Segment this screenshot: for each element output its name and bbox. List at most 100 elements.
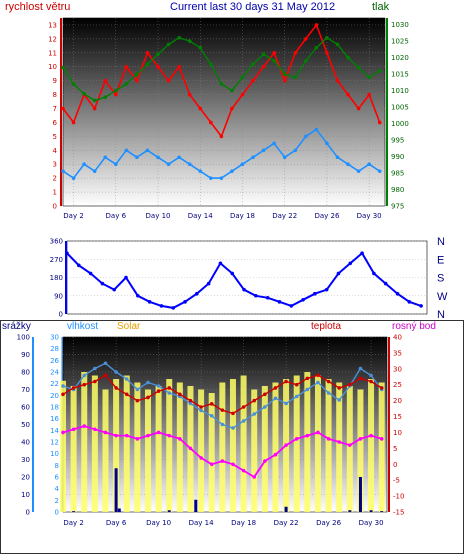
wind-tick-label: 5 xyxy=(53,133,57,141)
data-point-pressure-22 xyxy=(293,75,298,80)
data-point-dewpoint-16 xyxy=(231,462,235,467)
pressure-tick-label: 1015 xyxy=(391,71,409,79)
solar-bar-1 xyxy=(70,386,77,512)
data-point-wind-8 xyxy=(145,148,150,153)
data-point-humidity-17 xyxy=(241,419,246,423)
data-point-gust-6 xyxy=(124,64,129,69)
data-point-wind-5 xyxy=(113,162,118,167)
data-point-gust-4 xyxy=(103,78,108,83)
data-point-direction-14 xyxy=(230,271,235,276)
solar-bar-11 xyxy=(176,382,183,512)
x-tick-label: Day 6 xyxy=(106,212,127,220)
data-point-wind-26 xyxy=(335,155,340,160)
data-point-temperature-5 xyxy=(114,386,118,390)
humidity-tick-label: 4 xyxy=(55,485,60,493)
data-point-dewpoint-17 xyxy=(241,468,246,473)
rain-tick-label: 100 xyxy=(17,334,30,342)
data-point-humidity-20 xyxy=(273,396,278,401)
data-point-wind-23 xyxy=(304,134,308,139)
data-point-dewpoint-22 xyxy=(294,437,299,441)
data-point-direction-0 xyxy=(65,251,69,255)
solar-bar-18 xyxy=(251,389,258,512)
pressure-tick-label: 995 xyxy=(391,137,404,145)
data-point-dewpoint-21 xyxy=(284,443,288,447)
data-point-wind-28 xyxy=(356,169,361,173)
rain-bar-1 xyxy=(114,468,118,512)
pressure-tick-label: 1005 xyxy=(391,104,409,112)
data-point-dewpoint-23 xyxy=(305,433,310,438)
data-point-pressure-20 xyxy=(272,59,276,63)
humidity-tick-label: 18 xyxy=(50,404,59,412)
solar-bar-9 xyxy=(155,386,162,512)
solar-bar-24 xyxy=(314,375,321,512)
data-point-pressure-0 xyxy=(61,65,65,70)
data-point-gust-5 xyxy=(113,92,118,97)
data-point-direction-2 xyxy=(88,271,93,276)
data-point-wind-18 xyxy=(251,155,255,160)
data-point-direction-7 xyxy=(147,300,152,304)
data-point-temperature-13 xyxy=(199,405,203,409)
data-point-gust-24 xyxy=(314,23,319,27)
data-point-dewpoint-20 xyxy=(273,452,278,457)
rain-axis-label: srážky xyxy=(2,321,31,332)
wind-tick-label: 11 xyxy=(48,49,57,57)
data-point-gust-16 xyxy=(230,106,234,111)
solar-bar-23 xyxy=(304,372,311,512)
data-point-humidity-9 xyxy=(156,384,161,388)
solar-bar-4 xyxy=(102,389,109,512)
data-point-humidity-3 xyxy=(93,366,97,371)
direction-tick-label: 180 xyxy=(50,274,63,282)
wind-tick-label: 3 xyxy=(53,161,57,169)
data-point-dewpoint-26 xyxy=(337,440,341,444)
data-point-dewpoint-1 xyxy=(71,427,76,432)
data-point-pressure-23 xyxy=(304,59,308,63)
data-point-temperature-19 xyxy=(263,392,267,397)
temperature-tick-label: -15 xyxy=(393,509,404,517)
x-tick-label: Day 14 xyxy=(188,212,214,220)
data-point-wind-30 xyxy=(377,169,382,173)
data-point-pressure-26 xyxy=(335,42,340,47)
data-point-temperature-2 xyxy=(82,382,87,387)
pressure-tick-label: 1030 xyxy=(391,21,409,29)
data-point-direction-18 xyxy=(277,300,282,304)
rain-tick-label: 10 xyxy=(21,491,30,499)
data-point-direction-26 xyxy=(372,271,376,276)
data-point-direction-10 xyxy=(183,300,187,304)
dewpoint-axis-label: rosný bod xyxy=(392,321,436,332)
data-point-wind-7 xyxy=(135,155,139,160)
rain-bar-7 xyxy=(358,477,362,512)
x-tick-label: Day 6 xyxy=(106,519,127,527)
temperature-tick-label: 10 xyxy=(393,429,402,437)
solar-bar-26 xyxy=(336,382,343,512)
rain-tick-label: 20 xyxy=(21,474,30,482)
rain-tick-label: 80 xyxy=(21,369,30,377)
solar-bar-17 xyxy=(240,375,247,512)
data-point-dewpoint-6 xyxy=(124,433,129,438)
data-point-direction-3 xyxy=(100,281,105,286)
rain-bar-4 xyxy=(194,499,198,512)
solar-bar-28 xyxy=(357,389,364,512)
plot-area-wind xyxy=(62,17,386,207)
rain-bar-6 xyxy=(348,510,352,512)
data-point-temperature-8 xyxy=(146,395,150,400)
data-point-gust-14 xyxy=(209,120,213,125)
wind-axis-label: rychlost větru xyxy=(5,1,71,13)
solar-bar-0 xyxy=(60,380,66,512)
data-point-temperature-23 xyxy=(305,376,310,381)
data-point-pressure-30 xyxy=(377,68,382,73)
solar-bar-5 xyxy=(113,379,120,512)
data-point-gust-11 xyxy=(177,64,181,69)
x-tick-label: Day 10 xyxy=(146,519,171,527)
solar-bar-6 xyxy=(123,375,130,512)
wind-tick-label: 4 xyxy=(53,147,58,155)
rain-bar-5 xyxy=(284,506,288,512)
x-tick-label: Day 2 xyxy=(63,212,84,220)
data-point-temperature-6 xyxy=(124,392,129,397)
humidity-tick-label: 0 xyxy=(55,509,59,517)
data-point-humidity-21 xyxy=(284,401,288,406)
humidity-tick-label: 2 xyxy=(55,497,59,505)
data-point-gust-3 xyxy=(92,106,97,111)
rain-tick-label: 0 xyxy=(26,509,30,517)
humidity-tick-label: 26 xyxy=(50,357,59,365)
data-point-temperature-27 xyxy=(348,382,352,387)
